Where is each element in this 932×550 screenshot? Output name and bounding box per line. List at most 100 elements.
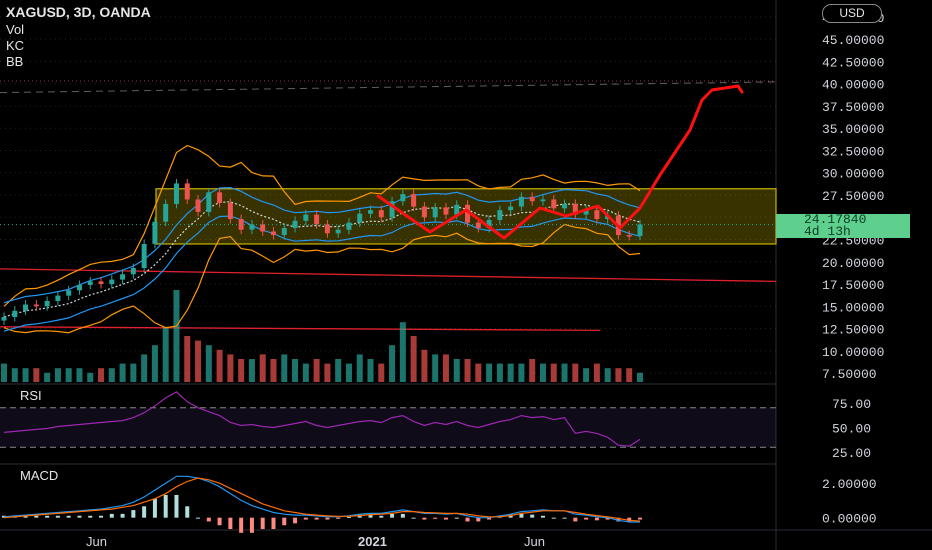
candle-body: [497, 210, 503, 220]
volume-bar: [367, 359, 374, 382]
candle-body: [163, 203, 169, 222]
volume-bar: [227, 354, 234, 382]
price-tick-label: 10.00000: [822, 345, 884, 360]
macd-histogram-bar: [476, 517, 481, 522]
candle-body: [227, 203, 233, 220]
macd-histogram-bar: [562, 517, 567, 519]
macd-histogram-bar: [422, 517, 427, 520]
indicator-label-vol[interactable]: Vol: [6, 22, 25, 37]
rsi-tick-label: 50.00: [832, 421, 871, 436]
indicator-label-kc[interactable]: KC: [6, 38, 25, 53]
macd-tick-label: 0.00000: [822, 512, 877, 527]
volume-bar: [216, 349, 223, 382]
macd-histogram-bar: [88, 515, 93, 518]
volume-bar: [119, 363, 126, 382]
candle-body: [594, 210, 600, 220]
resistance-dashed-line: [0, 81, 777, 94]
candle-body: [55, 295, 61, 301]
macd-histogram-bar: [573, 517, 578, 522]
bb-lower-band: [3, 223, 641, 334]
macd-histogram-bar: [390, 513, 395, 518]
candle-body: [368, 210, 374, 214]
price-tick-label: 35.00000: [822, 122, 884, 137]
volume-bar: [453, 359, 460, 382]
price-tick-label: 32.50000: [822, 144, 884, 159]
candle-body: [1, 316, 7, 321]
candle-body: [130, 268, 136, 275]
candle-body: [562, 203, 568, 209]
candle-body: [324, 224, 330, 234]
macd-histogram-bar: [411, 517, 416, 519]
candle-body: [314, 214, 320, 225]
volume-bar: [421, 349, 428, 382]
indicator-label-bb[interactable]: BB: [6, 54, 24, 69]
volume-bar: [583, 368, 590, 382]
candle-body: [411, 194, 417, 207]
candle-body: [443, 207, 449, 215]
candle-body: [475, 222, 481, 228]
volume-bar: [195, 340, 202, 382]
candle-body: [292, 220, 298, 228]
price-tick-label: 20.00000: [822, 256, 884, 271]
candle-body: [249, 224, 255, 230]
macd-histogram-bar: [540, 515, 545, 518]
last-price-value: 24.17840: [804, 212, 867, 227]
macd-histogram-bar: [325, 517, 330, 520]
volume-bar: [205, 345, 212, 382]
candle-body: [335, 229, 341, 234]
bb-upper-band: [3, 144, 641, 307]
macd-histogram-bar: [433, 517, 438, 519]
macd-histogram-bar: [346, 516, 351, 518]
symbol-title[interactable]: XAGUSD, 3D, OANDA: [6, 4, 151, 20]
candle-body: [540, 199, 546, 202]
macd-histogram-bar: [142, 506, 147, 518]
candle-body: [518, 196, 524, 207]
macd-histogram-bar: [616, 517, 621, 522]
volume-bar: [11, 368, 18, 382]
candle-body: [173, 183, 179, 204]
candle-body: [12, 310, 18, 317]
candle-body: [486, 219, 492, 228]
macd-histogram-bar: [109, 513, 114, 518]
candle-body: [260, 224, 266, 232]
volume-bar: [173, 290, 180, 382]
macd-histogram-bar: [605, 517, 610, 520]
macd-histogram-bar: [66, 515, 71, 518]
rsi-band-fill: [0, 407, 776, 448]
volume-bar: [550, 363, 557, 382]
volume-bar: [604, 368, 611, 382]
candle-body: [346, 222, 352, 230]
volume-bar: [324, 363, 331, 382]
volume-bar: [496, 363, 503, 382]
volume-bar: [626, 368, 633, 382]
currency-button[interactable]: USD: [822, 4, 882, 23]
volume-bar: [184, 336, 191, 382]
candle-body: [432, 207, 438, 218]
macd-histogram-bar: [465, 517, 470, 522]
volume-bar: [464, 359, 471, 382]
volume-bar: [248, 359, 255, 382]
volume-bar: [238, 359, 245, 382]
macd-histogram-bar: [638, 517, 642, 520]
price-tick-label: 40.00000: [822, 78, 884, 93]
volume-bar: [87, 372, 94, 382]
macd-histogram-bar: [196, 517, 201, 519]
macd-histogram-bar: [551, 517, 556, 519]
volume-bar: [130, 363, 137, 382]
candle-body: [583, 210, 589, 215]
price-tick-label: 7.50000: [822, 367, 877, 382]
macd-histogram-bar: [379, 515, 384, 518]
macd-histogram-bar: [368, 515, 373, 518]
candle-body: [389, 201, 395, 218]
volume-bar: [486, 363, 493, 382]
volume-bar: [1, 363, 7, 382]
candle-body: [508, 206, 514, 211]
macd-histogram-bar: [120, 513, 125, 518]
macd-histogram-bar: [282, 517, 287, 526]
macd-histogram-bar: [530, 514, 535, 518]
macd-histogram-bar: [99, 515, 104, 518]
macd-histogram-bar: [239, 517, 244, 533]
candle-body: [270, 231, 276, 236]
candle-body: [281, 227, 287, 236]
